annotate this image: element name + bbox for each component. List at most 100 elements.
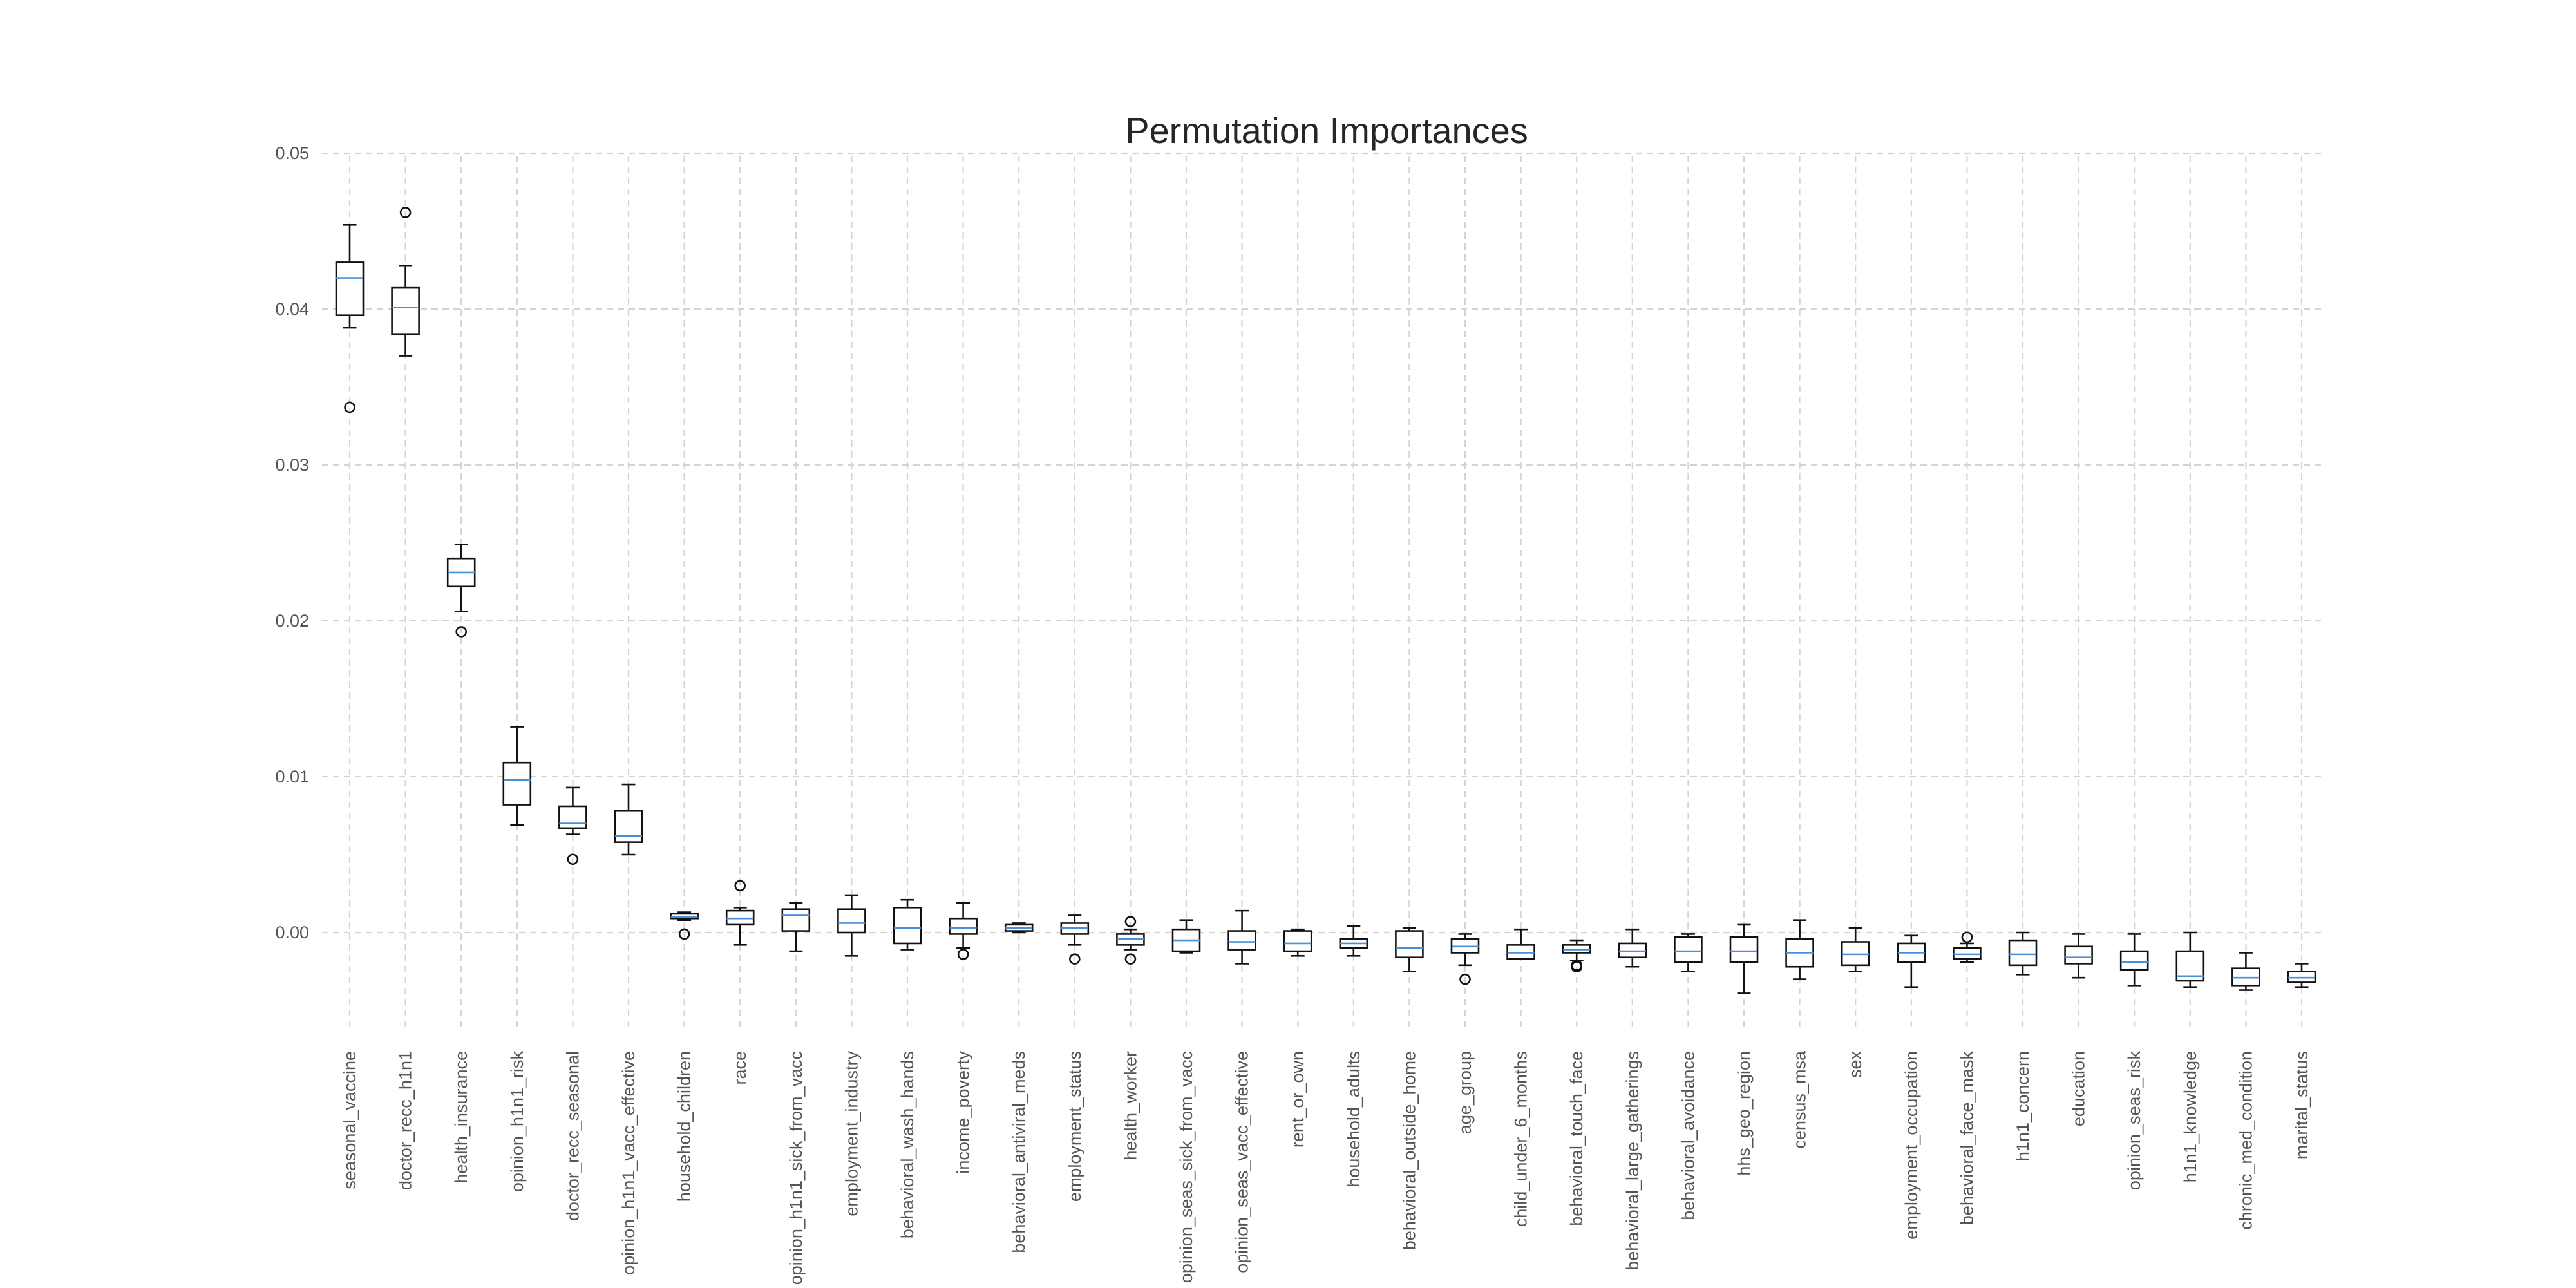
iqr-box bbox=[781, 908, 811, 932]
x-tick-label: sex bbox=[1846, 1051, 1865, 1079]
x-tick-label: hhs_geo_region bbox=[1734, 1051, 1754, 1176]
outlier-point bbox=[1069, 953, 1081, 965]
x-tick-label: behavioral_large_gatherings bbox=[1623, 1051, 1642, 1271]
x-tick-label: seasonal_vaccine bbox=[340, 1051, 359, 1189]
x-tick-label: child_under_6_months bbox=[1511, 1051, 1531, 1227]
iqr-box bbox=[335, 261, 365, 316]
y-tick-label: 0.01 bbox=[275, 767, 309, 786]
box-plot-health_worker bbox=[1116, 916, 1145, 965]
box-plot-marital_status bbox=[2287, 963, 2316, 988]
box-plot-doctor_recc_seasonal bbox=[558, 786, 587, 866]
x-tick-label: behavioral_outside_home bbox=[1399, 1051, 1419, 1250]
x-tick-label: doctor_recc_h1n1 bbox=[396, 1051, 415, 1190]
x-tick-label: opinion_seas_vacc_effective bbox=[1233, 1051, 1252, 1273]
outlier-point bbox=[1124, 953, 1137, 965]
x-tick-label: household_adults bbox=[1344, 1051, 1363, 1188]
x-tick-label: opinion_seas_sick_from_vacc bbox=[1177, 1051, 1196, 1283]
box-plot-sex bbox=[1841, 927, 1870, 972]
box-plot-seasonal_vaccine bbox=[335, 224, 365, 413]
outlier-point bbox=[567, 853, 579, 866]
box-plot-education bbox=[2064, 933, 2093, 979]
x-tick-label: doctor_recc_seasonal bbox=[563, 1051, 582, 1221]
x-axis-labels: seasonal_vaccine doctor_recc_h1n1 health_i… bbox=[340, 1050, 2311, 1285]
box-plot-income_poverty bbox=[949, 902, 978, 960]
x-tick-label: chronic_med_condition bbox=[2236, 1051, 2255, 1230]
box-plot-child_under_6_months bbox=[1506, 928, 1535, 960]
x-tick-label: employment_industry bbox=[842, 1051, 861, 1217]
outlier-point bbox=[1961, 931, 1973, 943]
y-tick-label: 0.02 bbox=[275, 611, 309, 630]
iqr-box bbox=[949, 917, 978, 935]
x-tick-label: opinion_h1n1_sick_from_vacc bbox=[786, 1051, 806, 1285]
outlier-point bbox=[1459, 973, 1471, 985]
x-tick-label: health_worker bbox=[1121, 1051, 1140, 1160]
iqr-box bbox=[1283, 930, 1312, 952]
box-plot-behavioral_wash_hands bbox=[893, 898, 922, 951]
y-tick-label: 0.04 bbox=[275, 299, 309, 319]
box-plot-behavioral_face_mask bbox=[1953, 931, 1982, 963]
iqr-box bbox=[502, 761, 532, 806]
x-tick-label: h1n1_concern bbox=[2013, 1051, 2032, 1161]
box-plot-behavioral_touch_face bbox=[1562, 939, 1591, 973]
iqr-box bbox=[2008, 939, 2038, 967]
iqr-box bbox=[558, 805, 587, 829]
y-tick-label: 0.00 bbox=[275, 923, 309, 942]
outlier-point bbox=[1124, 916, 1137, 927]
box-plot-opinion_h1n1_vacc_effective bbox=[614, 783, 643, 856]
x-tick-label: h1n1_knowledge bbox=[2181, 1051, 2200, 1182]
box-plot-opinion_h1n1_risk bbox=[502, 726, 532, 826]
x-tick-label: age_group bbox=[1455, 1051, 1475, 1134]
y-axis-ticks: 0.00 0.01 0.02 0.03 0.04 0.05 bbox=[275, 144, 309, 942]
grid-layer bbox=[322, 152, 2325, 1030]
x-tick-label: census_msa bbox=[1790, 1050, 1810, 1149]
outlier-point bbox=[455, 626, 468, 638]
box-plot-employment_occupation bbox=[1897, 934, 1926, 988]
box-plot-household_children bbox=[670, 911, 699, 940]
box-plot-behavioral_avoidance bbox=[1674, 933, 1703, 972]
box-plot-health_insurance bbox=[446, 544, 476, 638]
x-tick-label: marital_status bbox=[2292, 1051, 2311, 1159]
box-plot-behavioral_antiviral_meds bbox=[1004, 922, 1034, 934]
box-plot-h1n1_knowledge bbox=[2175, 931, 2205, 988]
box-plot-household_adults bbox=[1339, 925, 1368, 957]
iqr-box bbox=[1395, 930, 1424, 959]
box-plot-race bbox=[725, 880, 755, 946]
x-tick-label: behavioral_avoidance bbox=[1678, 1051, 1698, 1220]
box-plot-opinion_h1n1_sick_from_vacc bbox=[781, 902, 811, 952]
iqr-box bbox=[893, 906, 922, 945]
x-tick-label: behavioral_touch_face bbox=[1567, 1051, 1586, 1226]
x-tick-label: race bbox=[730, 1051, 750, 1085]
outlier-point bbox=[1571, 961, 1582, 973]
x-tick-label: opinion_h1n1_vacc_effective bbox=[619, 1051, 638, 1275]
chart-title: Permutation Importances bbox=[1125, 110, 1528, 151]
x-tick-label: income_poverty bbox=[954, 1051, 973, 1174]
x-tick-label: health_insurance bbox=[451, 1051, 471, 1184]
x-tick-label: opinion_seas_risk bbox=[2125, 1051, 2144, 1191]
x-tick-label: household_children bbox=[675, 1051, 694, 1202]
iqr-box bbox=[837, 908, 866, 934]
box-plot-opinion_seas_vacc_effective bbox=[1227, 909, 1256, 965]
box-layer bbox=[335, 207, 2316, 994]
x-tick-label: employment_occupation bbox=[1902, 1051, 1921, 1240]
y-tick-label: 0.03 bbox=[275, 455, 309, 475]
box-plot-chronic_med_condition bbox=[2231, 952, 2260, 991]
outlier-point bbox=[957, 949, 969, 960]
box-plot-opinion_seas_sick_from_vacc bbox=[1171, 919, 1201, 954]
box-plot-behavioral_large_gatherings bbox=[1618, 928, 1647, 968]
box-plot-behavioral_outside_home bbox=[1395, 927, 1424, 972]
x-tick-label: opinion_h1n1_risk bbox=[507, 1051, 527, 1193]
iqr-box bbox=[1729, 936, 1759, 963]
iqr-box bbox=[391, 286, 420, 336]
x-tick-label: employment_status bbox=[1065, 1051, 1084, 1202]
outlier-point bbox=[344, 401, 355, 413]
iqr-box bbox=[614, 810, 643, 843]
box-plot-doctor_recc_h1n1 bbox=[391, 207, 420, 357]
outlier-point bbox=[734, 880, 746, 892]
outlier-point bbox=[678, 928, 690, 940]
x-tick-label: rent_or_own bbox=[1288, 1051, 1307, 1148]
iqr-box bbox=[2119, 950, 2149, 971]
x-tick-label: education bbox=[2069, 1051, 2088, 1126]
iqr-box bbox=[2064, 945, 2093, 965]
box-plot-hhs_geo_region bbox=[1729, 923, 1759, 994]
box-plot-employment_industry bbox=[837, 894, 866, 957]
